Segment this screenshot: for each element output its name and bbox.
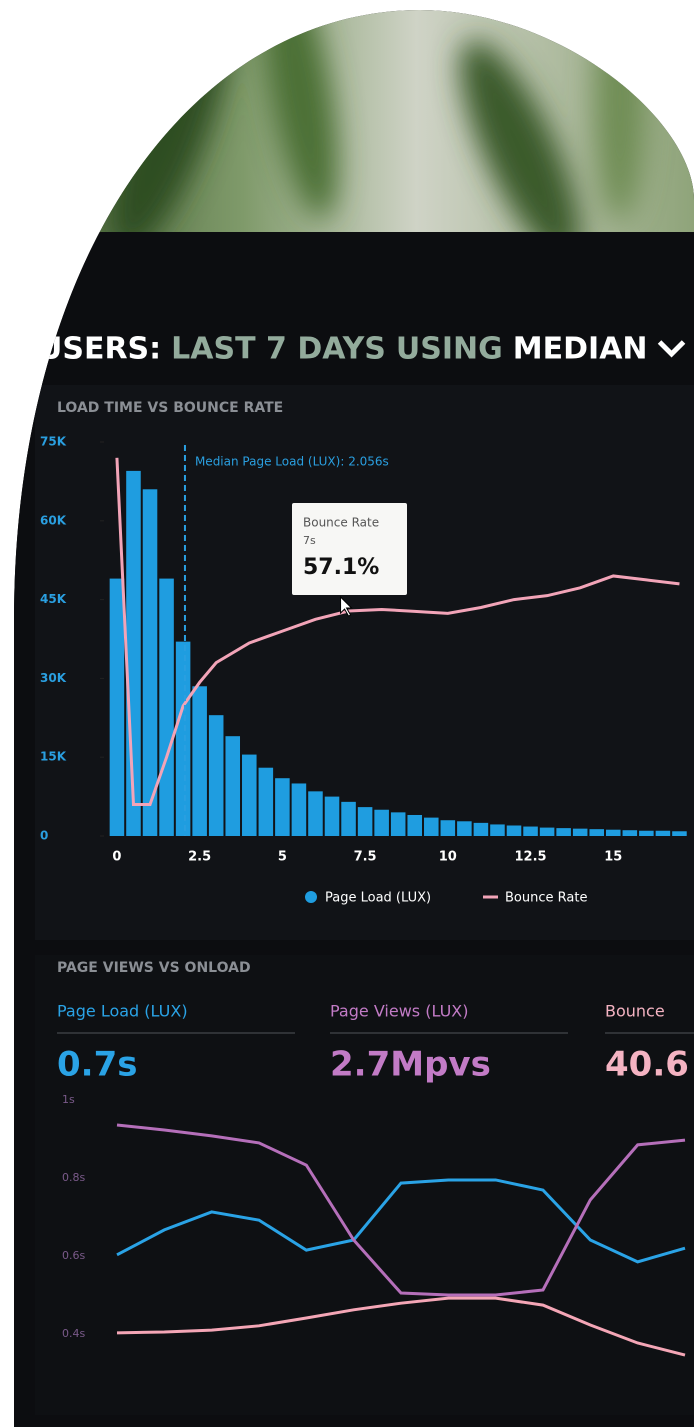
bar <box>341 801 356 836</box>
bar <box>490 824 505 836</box>
bar <box>424 817 439 836</box>
bar <box>159 578 174 836</box>
bar <box>109 578 125 836</box>
y-tick-label: 0.6s <box>62 1249 85 1262</box>
bar <box>606 829 621 836</box>
header-text: USERS: <box>38 332 161 367</box>
bar <box>258 767 274 836</box>
x-tick-label: 12.5 <box>515 850 547 865</box>
bar <box>457 821 472 836</box>
stat-value: 0.7s <box>57 1045 137 1085</box>
bar <box>324 796 340 836</box>
stat-label: Bounce <box>605 1002 665 1021</box>
tooltip-x: 7s <box>303 534 316 547</box>
bar <box>572 828 588 836</box>
legend-dot <box>305 891 317 903</box>
bar <box>523 826 538 836</box>
bar <box>225 736 241 836</box>
bar <box>407 814 423 836</box>
tooltip-box <box>292 503 407 595</box>
x-tick-label: 5 <box>278 850 287 865</box>
legend-label: Page Load (LUX) <box>325 891 431 906</box>
bar <box>655 830 671 836</box>
dropdown-chevron <box>657 340 686 358</box>
median-annotation: Median Page Load (LUX): 2.056s <box>195 455 389 469</box>
series-line <box>116 1296 686 1357</box>
y-tick-label: 60K <box>40 513 67 527</box>
tooltip-value: 57.1% <box>303 555 379 580</box>
bar <box>639 830 654 836</box>
x-tick-label: 7.5 <box>354 850 377 865</box>
y-tick-label: 1s <box>62 1093 75 1106</box>
bar <box>589 829 605 836</box>
bar <box>556 828 571 836</box>
stat-label: Page Views (LUX) <box>330 1002 468 1021</box>
panel-title: LOAD TIME VS BOUNCE RATE <box>57 400 283 416</box>
bar <box>208 715 224 836</box>
x-tick-label: 2.5 <box>188 850 211 865</box>
plant-bg <box>14 10 694 240</box>
y-tick-label: 0.4s <box>62 1327 85 1340</box>
y-tick-label: 0.8s <box>62 1171 85 1184</box>
header-text: LAST 7 DAYS <box>171 332 386 367</box>
y-tick-label: 15K <box>40 750 67 764</box>
bar <box>672 831 687 836</box>
bar <box>242 754 257 836</box>
bar <box>440 820 456 836</box>
tooltip-title: Bounce Rate <box>303 516 379 530</box>
bar <box>192 686 207 836</box>
stat-value: 2.7Mpvs <box>330 1045 491 1085</box>
panel-2 <box>35 955 694 1415</box>
stat-value: 40.6 <box>605 1045 689 1085</box>
bar <box>506 825 522 836</box>
header-text: MEDIAN <box>513 332 648 367</box>
y-tick-label: 30K <box>40 671 67 685</box>
stat-label: Page Load (LUX) <box>57 1002 188 1021</box>
x-tick-label: 10 <box>439 850 457 865</box>
bar <box>357 807 373 836</box>
series-line <box>116 1123 686 1297</box>
bar <box>308 791 323 836</box>
bar <box>175 641 191 836</box>
bar <box>622 830 638 836</box>
y-tick-label: 0 <box>40 829 48 843</box>
legend-label: Bounce Rate <box>505 891 587 906</box>
cursor <box>340 595 353 617</box>
bar <box>291 783 307 836</box>
bar <box>142 489 158 836</box>
y-tick-label: 45K <box>40 592 67 606</box>
header-text: USING <box>396 332 503 367</box>
bar <box>275 778 290 836</box>
series-line <box>116 1178 686 1264</box>
panel-title: PAGE VIEWS VS ONLOAD <box>57 960 251 976</box>
y-tick-label: 75K <box>40 435 67 449</box>
bar <box>473 822 489 836</box>
bar <box>390 812 406 836</box>
bar <box>539 827 555 836</box>
x-tick-label: 15 <box>604 850 622 865</box>
x-tick-label: 0 <box>112 850 121 865</box>
bar <box>374 809 389 836</box>
